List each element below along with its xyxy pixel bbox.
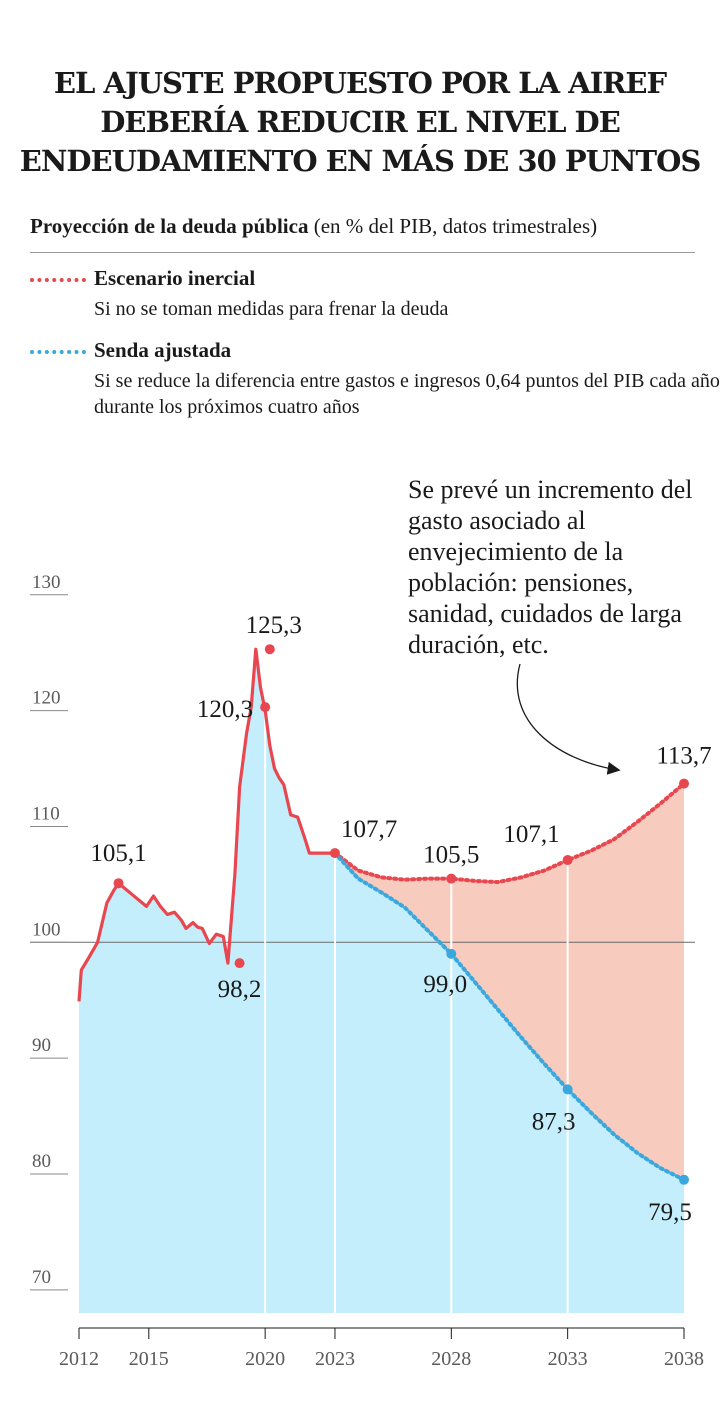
annotation-arrow: [516, 663, 621, 775]
series-line-ajustada: [333, 851, 686, 1182]
y-tick-label: 130: [32, 572, 61, 593]
data-point-marker: [679, 778, 689, 789]
series-line-inercial: [333, 781, 686, 885]
series-line-historical: [77, 647, 335, 1002]
chart-subtitle: Proyección de la deuda pública (en % del…: [30, 214, 700, 239]
x-tick-label: 2023: [315, 1348, 355, 1370]
data-point-marker: [260, 702, 271, 713]
legend-swatch-inercial: [30, 278, 86, 282]
subtitle-bold: Proyección de la deuda pública: [30, 214, 309, 238]
x-tick-label: 2033: [548, 1348, 588, 1370]
legend-description: Si no se toman medidas para frenar la de…: [94, 298, 449, 320]
data-label: 113,7: [656, 743, 711, 770]
y-tick-label: 70: [32, 1267, 51, 1288]
x-tick-label: 2012: [59, 1348, 99, 1370]
chart-title: EL AJUSTE PROPUESTO POR LA AIREF DEBERÍA…: [0, 64, 720, 181]
annotation-text: Se prevé un incremento del gasto asociad…: [408, 475, 693, 659]
legend-description: Si se reduce la diferencia entre gastos …: [94, 370, 720, 418]
data-label: 125,3: [246, 612, 302, 639]
area-historical-and-adjusted: [79, 649, 684, 1313]
data-label: 105,5: [423, 842, 479, 869]
data-label: 120,3: [197, 696, 253, 723]
subtitle-divider: [30, 252, 695, 253]
legend-name: Escenario inercial: [94, 266, 256, 290]
data-label: 107,7: [341, 816, 397, 843]
data-label: 105,1: [90, 840, 146, 867]
data-label: 98,2: [218, 976, 262, 1003]
y-tick-label: 90: [32, 1035, 51, 1056]
data-point-marker: [113, 878, 124, 889]
area-gap: [335, 783, 684, 1180]
y-tick-label: 80: [32, 1151, 51, 1172]
data-point-marker: [562, 855, 573, 866]
data-label: 87,3: [532, 1108, 576, 1135]
title-line: DEBERÍA REDUCIR EL NIVEL DE: [100, 105, 621, 139]
data-label: 107,1: [503, 821, 559, 848]
x-tick-label: 2038: [664, 1348, 704, 1370]
y-tick-label: 100: [32, 919, 61, 940]
x-tick-label: 2020: [245, 1348, 285, 1370]
y-tick-label: 120: [32, 688, 61, 709]
data-point-marker: [329, 848, 340, 859]
data-point-marker: [562, 1084, 573, 1095]
data-point-marker: [446, 873, 457, 884]
x-tick-label: 2028: [431, 1348, 471, 1370]
title-line: ENDEUDAMIENTO EN MÁS DE 30 PUNTOS: [19, 144, 702, 178]
data-label: 99,0: [423, 971, 467, 998]
data-point-marker: [446, 948, 457, 959]
x-tick-label: 2015: [129, 1348, 169, 1370]
data-point-marker: [679, 1174, 689, 1185]
debt-chart: 70 80 90 100 110 120 130 2012 2015 2020 2023 2028 20…: [30, 572, 712, 1370]
subtitle-rest: (en % del PIB, datos trimestrales): [308, 214, 598, 238]
title-line: EL AJUSTE PROPUESTO POR LA AIREF: [53, 66, 667, 100]
data-label: 79,5: [648, 1199, 692, 1226]
data-point-marker: [264, 644, 275, 655]
data-point-marker: [234, 958, 245, 969]
legend-name: Senda ajustada: [94, 338, 232, 362]
y-tick-label: 110: [32, 803, 60, 824]
legend-swatch-ajustada: [30, 350, 86, 354]
